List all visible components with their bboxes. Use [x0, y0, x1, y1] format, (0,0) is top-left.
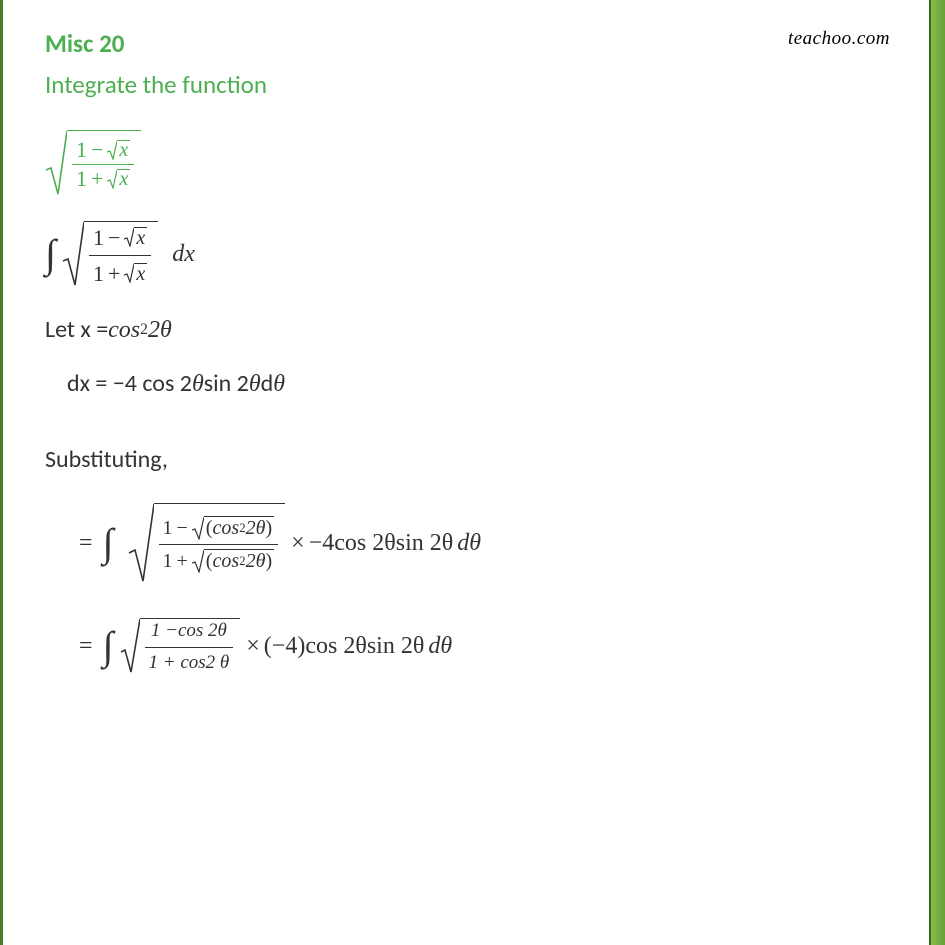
op-minus: −	[91, 137, 103, 163]
sqrt-x: x	[117, 140, 130, 160]
op-plus: +	[91, 166, 103, 192]
problem-instruction: Integrate the function	[45, 69, 875, 100]
dx-label: dx	[172, 236, 195, 272]
left-border	[0, 0, 3, 945]
problem-expression: 1 − x 1 + x	[45, 130, 875, 196]
right-border	[929, 0, 945, 945]
sqrt-x-2: x	[117, 169, 130, 189]
dx-derivation: dx = −4 cos 2θ sin 2θ dθ	[45, 366, 875, 402]
den-one: 1	[76, 166, 87, 192]
subst-step-1: = ∫ 1 − (cos2 2θ) 1 + (cos2 2θ)	[45, 503, 875, 583]
num-one: 1	[76, 137, 87, 163]
integral-sign: ∫	[45, 234, 56, 274]
brand-logo: teachoo.com	[788, 28, 890, 50]
substitution-line: Let x = cos2 2θ	[45, 312, 875, 348]
let-text: Let x =	[45, 312, 108, 348]
integral-step-1: ∫ 1 − x 1 + x	[45, 221, 875, 287]
substituting-label: Substituting,	[45, 442, 875, 478]
content-area: Misc 20 teachoo.com Integrate the functi…	[0, 0, 920, 674]
subst-step-2: = ∫ 1 −cos 2θ 1 + cos2 θ × (−4) cos 2θ s…	[45, 618, 875, 674]
problem-number: Misc 20	[45, 28, 875, 59]
